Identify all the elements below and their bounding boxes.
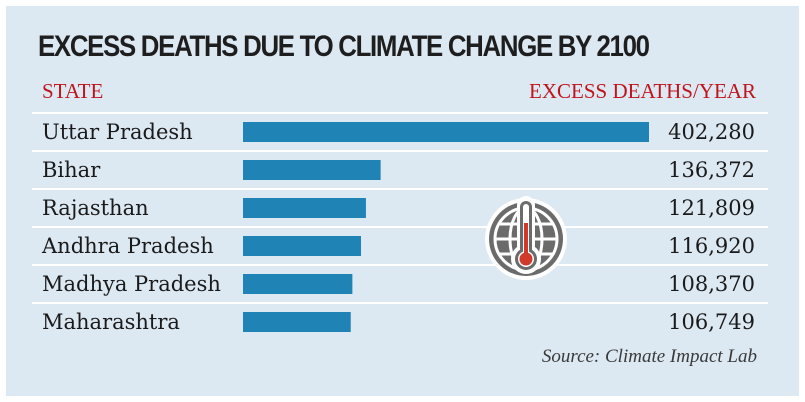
bar	[243, 160, 381, 180]
globe-thermometer-icon	[485, 196, 567, 280]
value-label: 108,370	[668, 272, 755, 296]
chart-title: EXCESS DEATHS DUE TO CLIMATE CHANGE BY 2…	[38, 30, 650, 63]
category-label: Bihar	[42, 158, 101, 182]
chart-panel	[6, 6, 799, 396]
bar	[243, 312, 351, 332]
category-label: Madhya Pradesh	[42, 272, 221, 296]
bar	[243, 122, 649, 142]
value-label: 106,749	[668, 310, 755, 334]
state-column-header: STATE	[42, 79, 104, 103]
bar	[243, 274, 353, 294]
value-label: 116,920	[668, 234, 755, 258]
category-label: Uttar Pradesh	[42, 120, 193, 144]
value-label: 121,809	[668, 196, 755, 220]
bar	[243, 236, 362, 256]
category-label: Andhra Pradesh	[41, 234, 214, 258]
bar	[243, 198, 366, 218]
category-label: Rajasthan	[42, 196, 149, 220]
deaths-column-header: EXCESS DEATHS/YEAR	[529, 79, 756, 103]
value-label: 136,372	[668, 158, 755, 182]
category-label: Maharashtra	[42, 310, 180, 334]
value-label: 402,280	[668, 120, 755, 144]
source-note: Source: Climate Impact Lab	[541, 346, 757, 367]
